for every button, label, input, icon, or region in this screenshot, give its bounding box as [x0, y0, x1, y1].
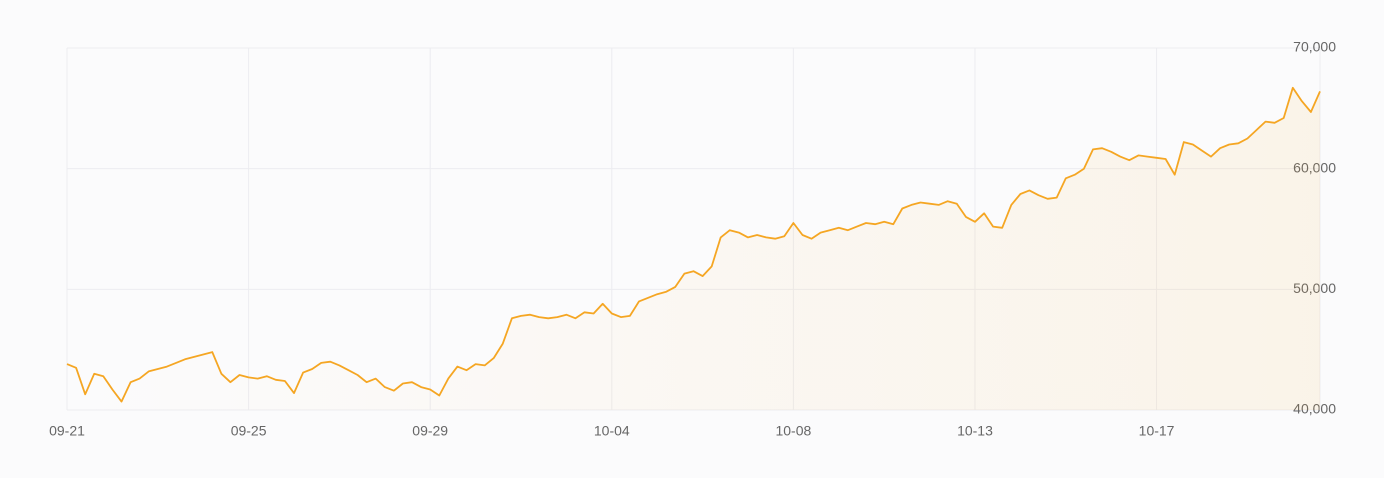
x-tick-label: 10-13 — [957, 423, 993, 439]
x-tick-label: 10-04 — [594, 423, 630, 439]
x-tick-label: 10-08 — [775, 423, 811, 439]
area — [67, 87, 1320, 411]
x-tick-label: 09-25 — [231, 423, 267, 439]
x-tick-label: 09-21 — [49, 423, 85, 439]
line — [66, 86, 1321, 403]
x-tick-label: 10-17 — [1139, 423, 1175, 439]
y-tick-label: 70,000 — [1293, 39, 1336, 55]
x-tick-label: 09-29 — [412, 423, 448, 439]
